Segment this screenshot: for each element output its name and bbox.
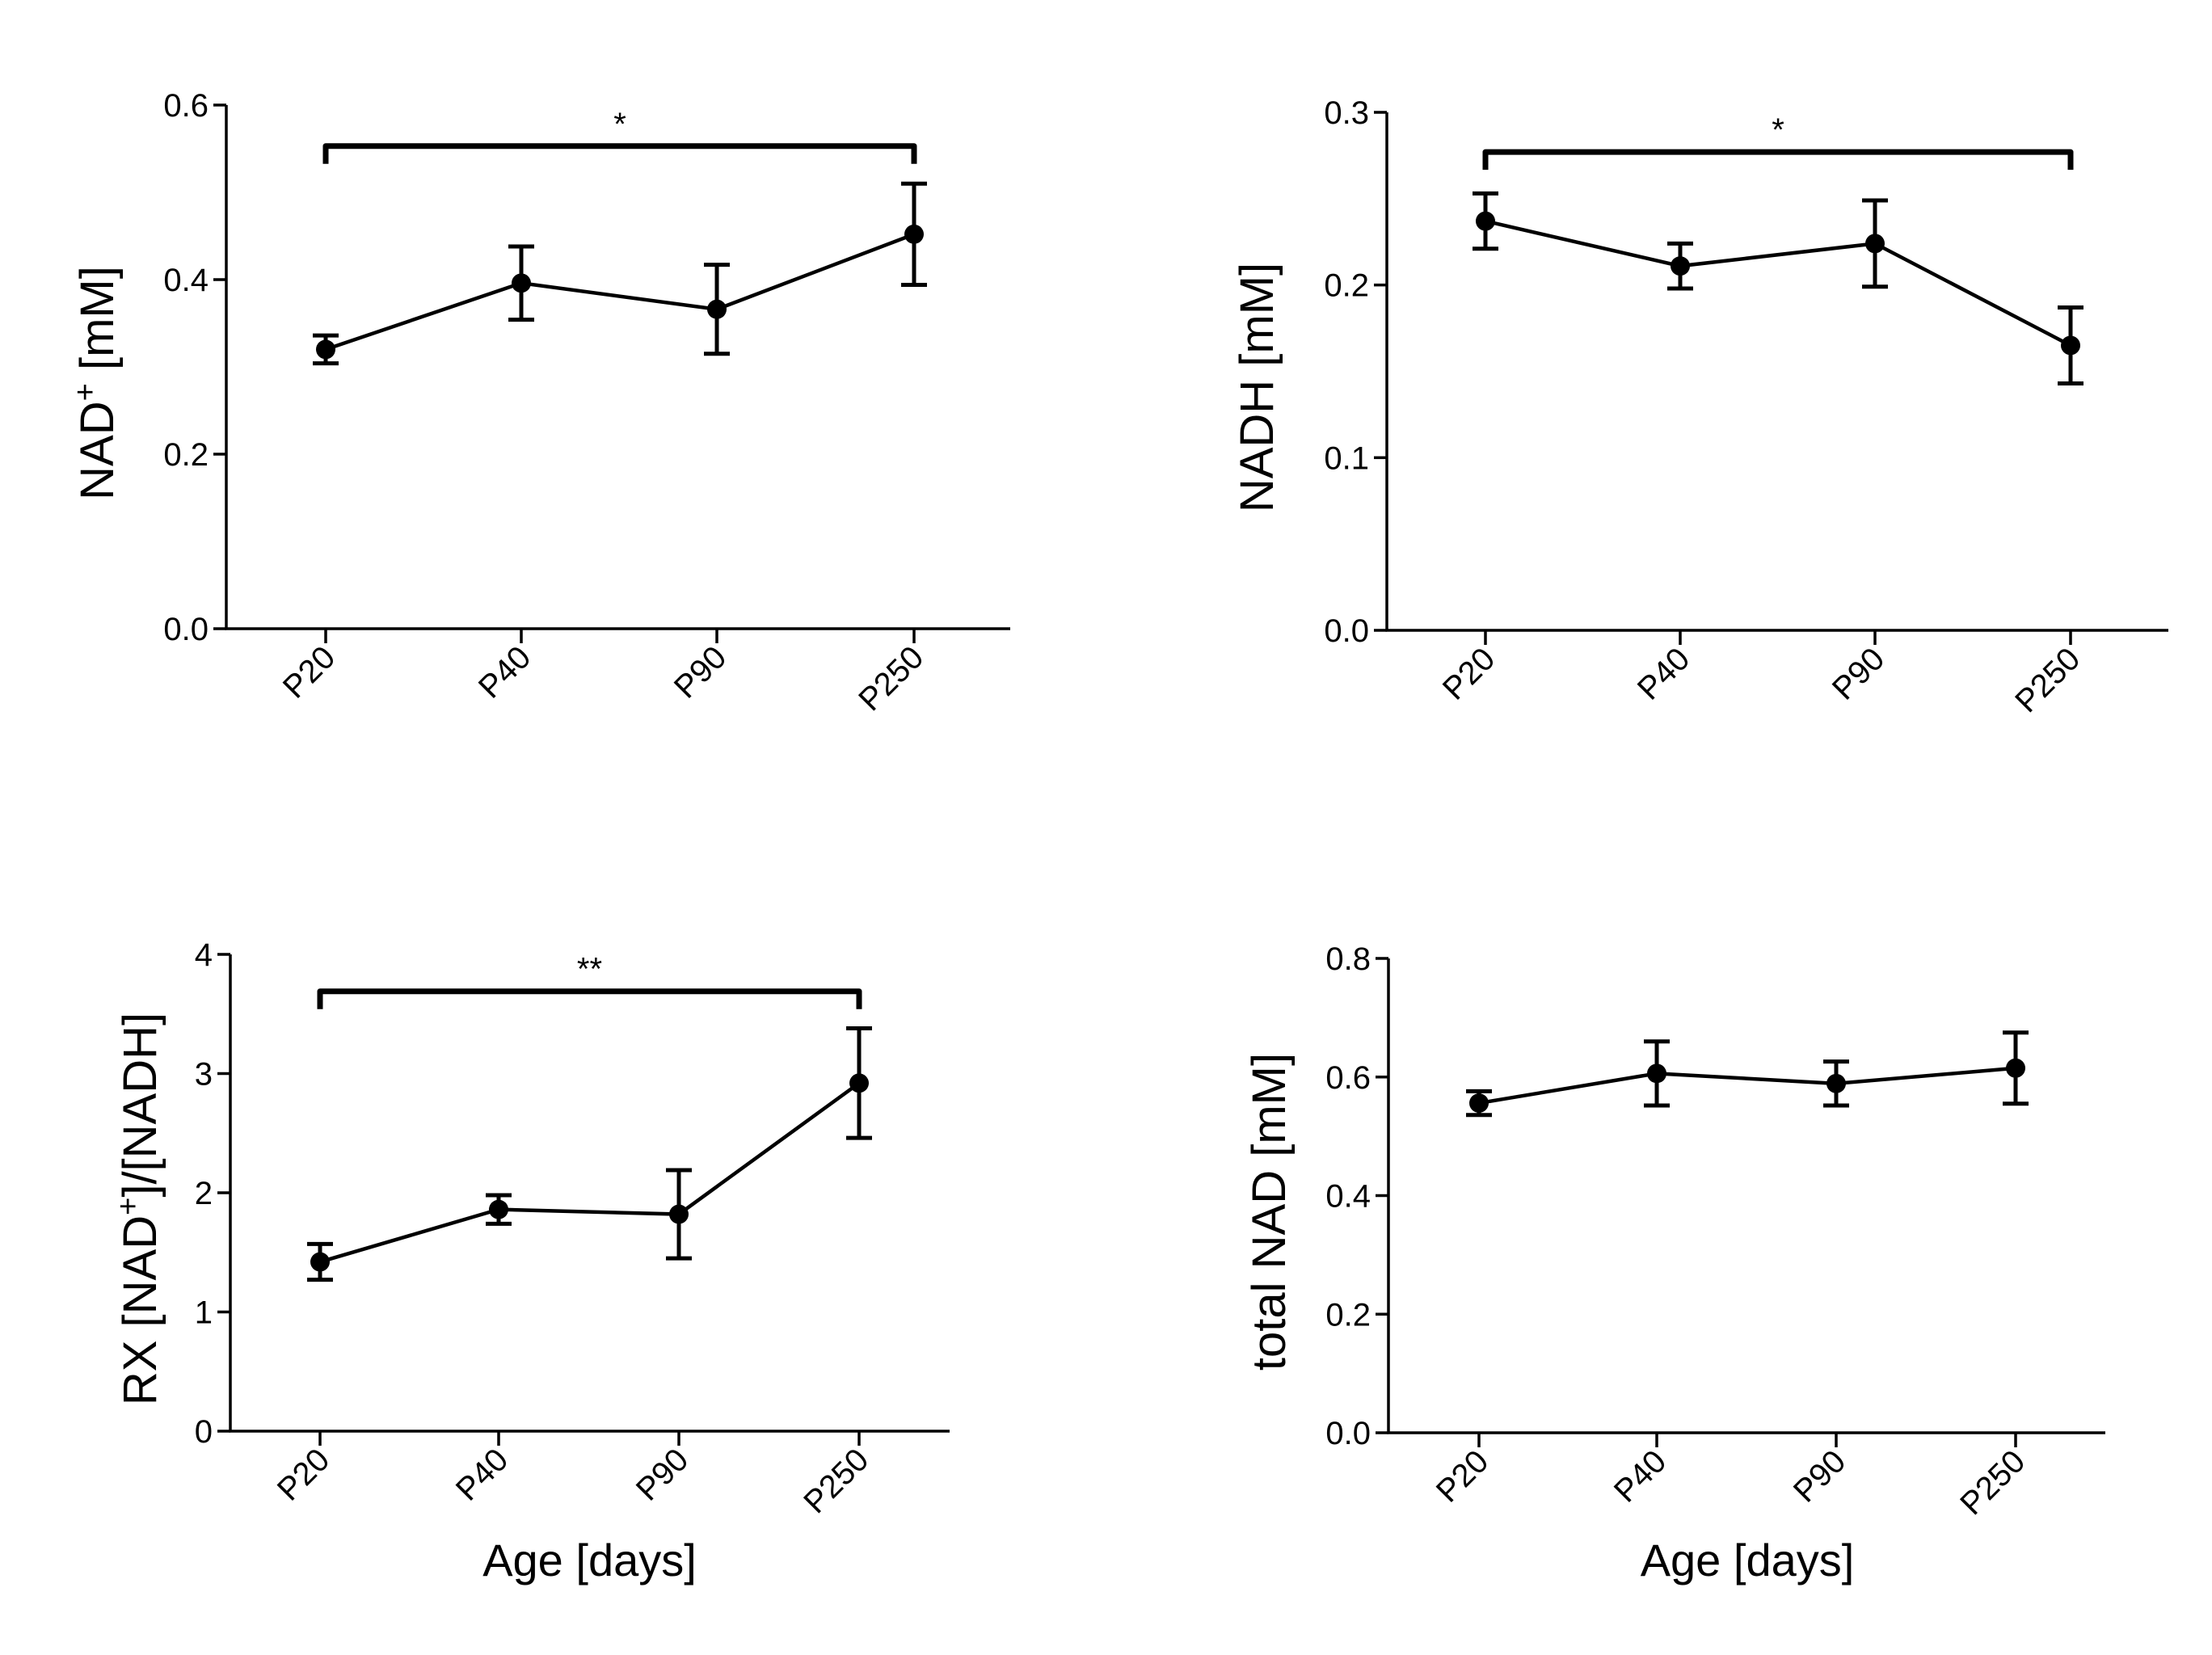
x-tick-label: P250 (797, 1442, 875, 1520)
y-tick-label: 0.0 (1325, 1416, 1371, 1451)
y-axis-label-rest: [mM] (71, 266, 124, 383)
y-tick-label: 3 (195, 1057, 213, 1093)
significance-bracket (322, 143, 917, 164)
significance-bracket (1482, 149, 2074, 171)
y-tick-label: 0 (195, 1414, 213, 1450)
y-tick-label: 0.2 (1325, 1297, 1371, 1333)
data-point-p250 (2006, 1058, 2025, 1078)
x-tick-label: P20 (1436, 641, 1502, 706)
x-tick-label: P90 (1787, 1443, 1852, 1509)
x-tick-label: P250 (2008, 641, 2087, 719)
x-tick-label: P250 (852, 639, 930, 718)
series-line (319, 1081, 861, 1264)
y-axis-label-main: NADH [mM] (1231, 263, 1283, 512)
y-axis-label-main: NAD (71, 401, 124, 499)
y-tick-label: 0.6 (1325, 1060, 1371, 1096)
x-tick-label: P90 (668, 639, 733, 705)
y-tick-label: 0.0 (1324, 613, 1369, 649)
y-axis-label: total NAD [mM] (1243, 1053, 1296, 1371)
y-tick-label: 0.0 (163, 612, 209, 647)
significance-label: * (613, 107, 626, 142)
y-tick-label: 0.3 (1324, 95, 1369, 131)
y-axis-label-main: RX [NAD (114, 1215, 166, 1405)
y-tick-label: 0.8 (1325, 941, 1371, 977)
y-tick-label: 0.4 (163, 263, 209, 298)
y-tick-label: 0.6 (163, 88, 209, 124)
data-point-p40 (1671, 256, 1690, 276)
y-tick-label: 4 (195, 937, 213, 973)
x-tick-label: P40 (1607, 1443, 1673, 1509)
y-tick-label: 1 (195, 1295, 213, 1331)
y-axis-label-main: total NAD [mM] (1243, 1053, 1296, 1371)
data-point-p40 (489, 1199, 508, 1219)
x-axis-label: Age [days] (1641, 1535, 1855, 1586)
x-tick-label: P40 (449, 1442, 515, 1507)
chart-panel-4: 0.0 0.2 0.4 0.6 0.8 P20 P40 P90 P250 total NAD [m… (1243, 941, 2105, 1586)
y-axis-label: NAD+ [mM] (69, 266, 124, 500)
x-tick-label: P40 (1631, 641, 1696, 706)
data-point-p250 (2061, 335, 2080, 356)
y-axis-label-rest: ]/[NADH] (114, 1013, 166, 1198)
data-point-p20 (316, 339, 335, 360)
series-line (1478, 1066, 2016, 1105)
y-tick-label: 0.4 (1325, 1179, 1371, 1215)
x-tick-label: P40 (472, 639, 537, 705)
x-tick-label: P20 (271, 1442, 336, 1507)
x-tick-label: P90 (1826, 641, 1891, 706)
significance-label: * (1772, 112, 1784, 148)
x-tick-label: P90 (630, 1442, 695, 1507)
x-tick-label: P20 (1430, 1443, 1495, 1509)
y-tick-label: 0.2 (1324, 268, 1369, 304)
chart-panel-3: 0 1 2 3 4 P20 P40 P90 P250 RX [NAD+]/[NADH] Age [d… (112, 937, 950, 1586)
significance-bracket (317, 988, 862, 1009)
chart-panel-1: 0.0 0.2 0.4 0.6 P20 P40 P90 P250 NAD+ [mM] * (69, 88, 1010, 718)
chart-panel-2: 0.0 0.1 0.2 0.3 P20 P40 P90 P250 NADH [mM] * (1231, 95, 2168, 719)
y-tick-label: 2 (195, 1176, 213, 1211)
y-axis-label: NADH [mM] (1231, 263, 1283, 512)
data-point-p20 (1476, 211, 1495, 231)
data-point-p20 (310, 1252, 330, 1272)
data-point-p20 (1469, 1093, 1489, 1114)
series-line (1485, 219, 2072, 347)
data-point-p90 (669, 1204, 689, 1224)
y-tick-label: 0.2 (163, 437, 209, 473)
x-axis-label: Age [days] (482, 1535, 697, 1586)
y-axis-label-superscript: + (112, 1198, 145, 1215)
data-point-p40 (1647, 1063, 1666, 1084)
significance-label: ** (577, 952, 602, 988)
series-line (325, 232, 915, 352)
data-point-p250 (904, 224, 924, 244)
y-axis-label: RX [NAD+]/[NADH] (112, 1013, 166, 1405)
data-point-p250 (849, 1073, 869, 1093)
data-point-p90 (707, 299, 727, 319)
data-point-p40 (512, 273, 531, 293)
y-tick-label: 0.1 (1324, 440, 1369, 476)
x-tick-label: P20 (276, 639, 342, 705)
data-point-p90 (1826, 1073, 1846, 1093)
x-tick-label: P250 (1953, 1443, 2032, 1522)
data-point-p90 (1865, 234, 1885, 254)
y-axis-label-superscript: + (69, 383, 103, 401)
